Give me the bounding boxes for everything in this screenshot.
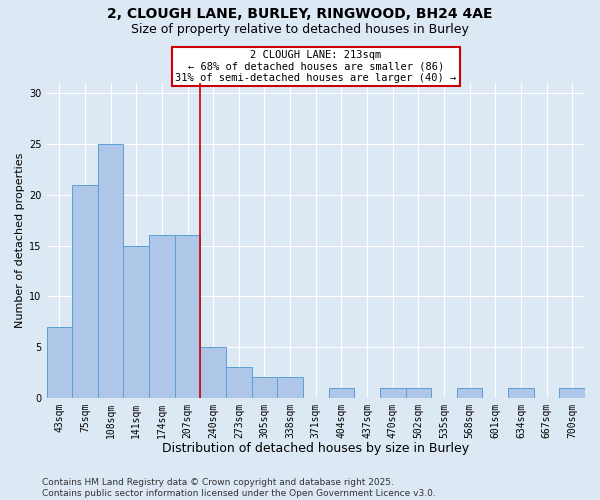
Bar xyxy=(457,388,482,398)
Bar xyxy=(149,236,175,398)
Bar xyxy=(508,388,534,398)
Text: 2 CLOUGH LANE: 213sqm
← 68% of detached houses are smaller (86)
31% of semi-deta: 2 CLOUGH LANE: 213sqm ← 68% of detached … xyxy=(175,50,457,83)
Bar xyxy=(175,236,200,398)
Bar xyxy=(124,246,149,398)
Text: Contains HM Land Registry data © Crown copyright and database right 2025.
Contai: Contains HM Land Registry data © Crown c… xyxy=(42,478,436,498)
Bar xyxy=(98,144,124,398)
Bar xyxy=(406,388,431,398)
Text: 2, CLOUGH LANE, BURLEY, RINGWOOD, BH24 4AE: 2, CLOUGH LANE, BURLEY, RINGWOOD, BH24 4… xyxy=(107,8,493,22)
Bar xyxy=(277,378,303,398)
Text: Size of property relative to detached houses in Burley: Size of property relative to detached ho… xyxy=(131,22,469,36)
Bar xyxy=(47,326,72,398)
Bar xyxy=(559,388,585,398)
Bar xyxy=(72,184,98,398)
Bar xyxy=(226,368,251,398)
Bar xyxy=(251,378,277,398)
Bar xyxy=(329,388,354,398)
X-axis label: Distribution of detached houses by size in Burley: Distribution of detached houses by size … xyxy=(162,442,469,455)
Bar xyxy=(200,347,226,398)
Y-axis label: Number of detached properties: Number of detached properties xyxy=(15,153,25,328)
Bar xyxy=(380,388,406,398)
